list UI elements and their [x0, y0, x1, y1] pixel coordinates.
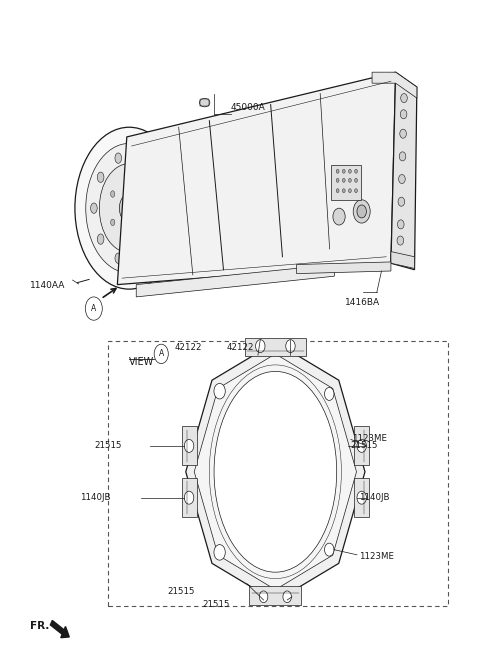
Circle shape [214, 544, 225, 560]
Text: 21515: 21515 [95, 441, 122, 451]
Circle shape [342, 178, 345, 182]
Circle shape [184, 440, 194, 453]
Ellipse shape [110, 191, 115, 197]
Ellipse shape [115, 153, 121, 163]
Circle shape [357, 205, 366, 218]
Circle shape [333, 208, 345, 225]
Ellipse shape [144, 191, 148, 197]
Circle shape [348, 189, 351, 193]
Circle shape [184, 491, 194, 504]
Polygon shape [297, 262, 391, 274]
Text: FR.: FR. [30, 621, 49, 631]
Circle shape [399, 152, 406, 161]
Circle shape [342, 189, 345, 193]
Circle shape [348, 169, 351, 173]
Circle shape [357, 440, 366, 453]
Ellipse shape [97, 234, 104, 244]
Text: 21515: 21515 [350, 441, 377, 451]
Circle shape [353, 200, 370, 223]
Ellipse shape [155, 234, 161, 244]
Circle shape [336, 169, 339, 173]
Ellipse shape [137, 253, 144, 264]
Circle shape [255, 340, 265, 353]
Circle shape [357, 491, 366, 504]
Text: 1140AA: 1140AA [30, 281, 65, 291]
Bar [354, 478, 369, 517]
Bar [182, 478, 197, 517]
Circle shape [348, 178, 351, 182]
Polygon shape [118, 72, 396, 285]
FancyBboxPatch shape [331, 165, 361, 200]
Polygon shape [136, 264, 335, 297]
Ellipse shape [214, 371, 336, 572]
Ellipse shape [97, 172, 104, 182]
Bar [250, 586, 301, 605]
Circle shape [283, 591, 291, 603]
Circle shape [398, 197, 405, 206]
Polygon shape [186, 342, 365, 602]
Text: 1123ME: 1123ME [359, 552, 394, 561]
Ellipse shape [115, 253, 121, 264]
Circle shape [286, 340, 295, 353]
Ellipse shape [91, 203, 97, 213]
Circle shape [398, 174, 405, 184]
Ellipse shape [86, 144, 172, 273]
Text: 42122: 42122 [174, 343, 202, 352]
Polygon shape [391, 251, 415, 268]
Ellipse shape [99, 163, 159, 253]
Circle shape [400, 129, 407, 138]
Text: 21515: 21515 [168, 587, 195, 596]
Circle shape [355, 189, 358, 193]
Circle shape [324, 543, 334, 556]
Circle shape [401, 94, 408, 102]
Bar [182, 426, 197, 465]
Ellipse shape [127, 234, 132, 239]
Ellipse shape [137, 153, 144, 163]
Polygon shape [372, 72, 417, 98]
Text: A: A [91, 304, 96, 313]
Circle shape [214, 383, 225, 399]
Ellipse shape [155, 172, 161, 182]
Ellipse shape [120, 194, 139, 223]
Circle shape [397, 236, 404, 245]
Ellipse shape [110, 219, 115, 226]
Text: VIEW: VIEW [129, 357, 155, 367]
Ellipse shape [199, 98, 210, 107]
Ellipse shape [75, 127, 183, 289]
Text: 1416BA: 1416BA [345, 298, 380, 306]
Text: 1140JB: 1140JB [359, 493, 389, 502]
Circle shape [259, 591, 268, 603]
Circle shape [336, 178, 339, 182]
Circle shape [342, 169, 345, 173]
Polygon shape [194, 354, 357, 590]
Ellipse shape [127, 176, 132, 183]
Circle shape [336, 189, 339, 193]
Ellipse shape [161, 203, 168, 213]
Bar [245, 338, 306, 356]
Bar [354, 426, 369, 465]
Ellipse shape [144, 219, 148, 226]
FancyArrow shape [50, 621, 69, 638]
Text: 1140JB: 1140JB [80, 493, 110, 502]
Text: 1123ME: 1123ME [352, 434, 387, 443]
Text: 42122: 42122 [226, 343, 254, 352]
Polygon shape [391, 72, 417, 270]
Circle shape [397, 220, 404, 229]
Bar [108, 341, 447, 607]
Circle shape [355, 178, 358, 182]
Text: A: A [158, 350, 164, 358]
Circle shape [355, 169, 358, 173]
Text: 45000A: 45000A [230, 103, 265, 112]
Circle shape [400, 110, 407, 119]
Circle shape [324, 388, 334, 400]
Text: 21515: 21515 [203, 600, 230, 609]
